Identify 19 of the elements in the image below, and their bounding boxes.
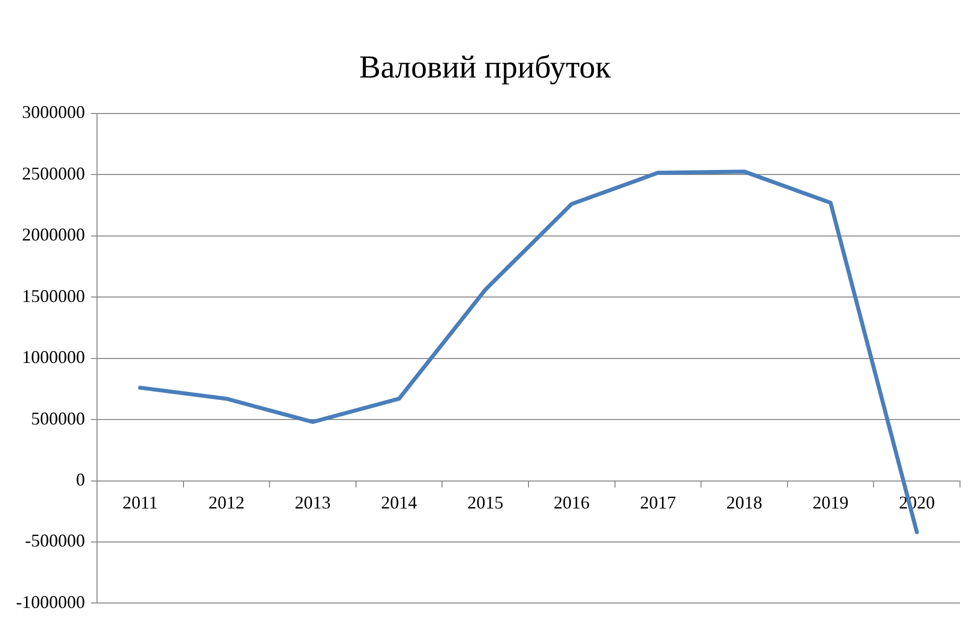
x-tick-label: 2014: [381, 492, 418, 512]
x-tick-label: 2015: [467, 492, 504, 512]
y-tick-label: -1000000: [16, 592, 85, 612]
x-tick-label: 2019: [812, 492, 849, 512]
x-tick-label: 2013: [294, 492, 331, 512]
y-tick-label: 1500000: [22, 286, 85, 306]
y-tick-label: -500000: [24, 530, 85, 551]
x-tick-label: 2011: [122, 492, 158, 512]
y-tick-label: 2500000: [22, 163, 85, 184]
y-tick-label: 0: [76, 469, 85, 490]
x-tick-label: 2017: [640, 492, 676, 512]
x-tick-label: 2018: [726, 492, 762, 512]
y-tick-label: 1000000: [22, 347, 85, 368]
y-tick-label: 2000000: [22, 224, 85, 245]
x-tick-label: 2012: [208, 492, 244, 512]
x-tick-label: 2016: [554, 492, 590, 512]
y-tick-label: 500000: [30, 408, 85, 428]
y-tick-label: 3000000: [22, 102, 85, 122]
chart-title: Валовий прибуток: [359, 48, 612, 85]
